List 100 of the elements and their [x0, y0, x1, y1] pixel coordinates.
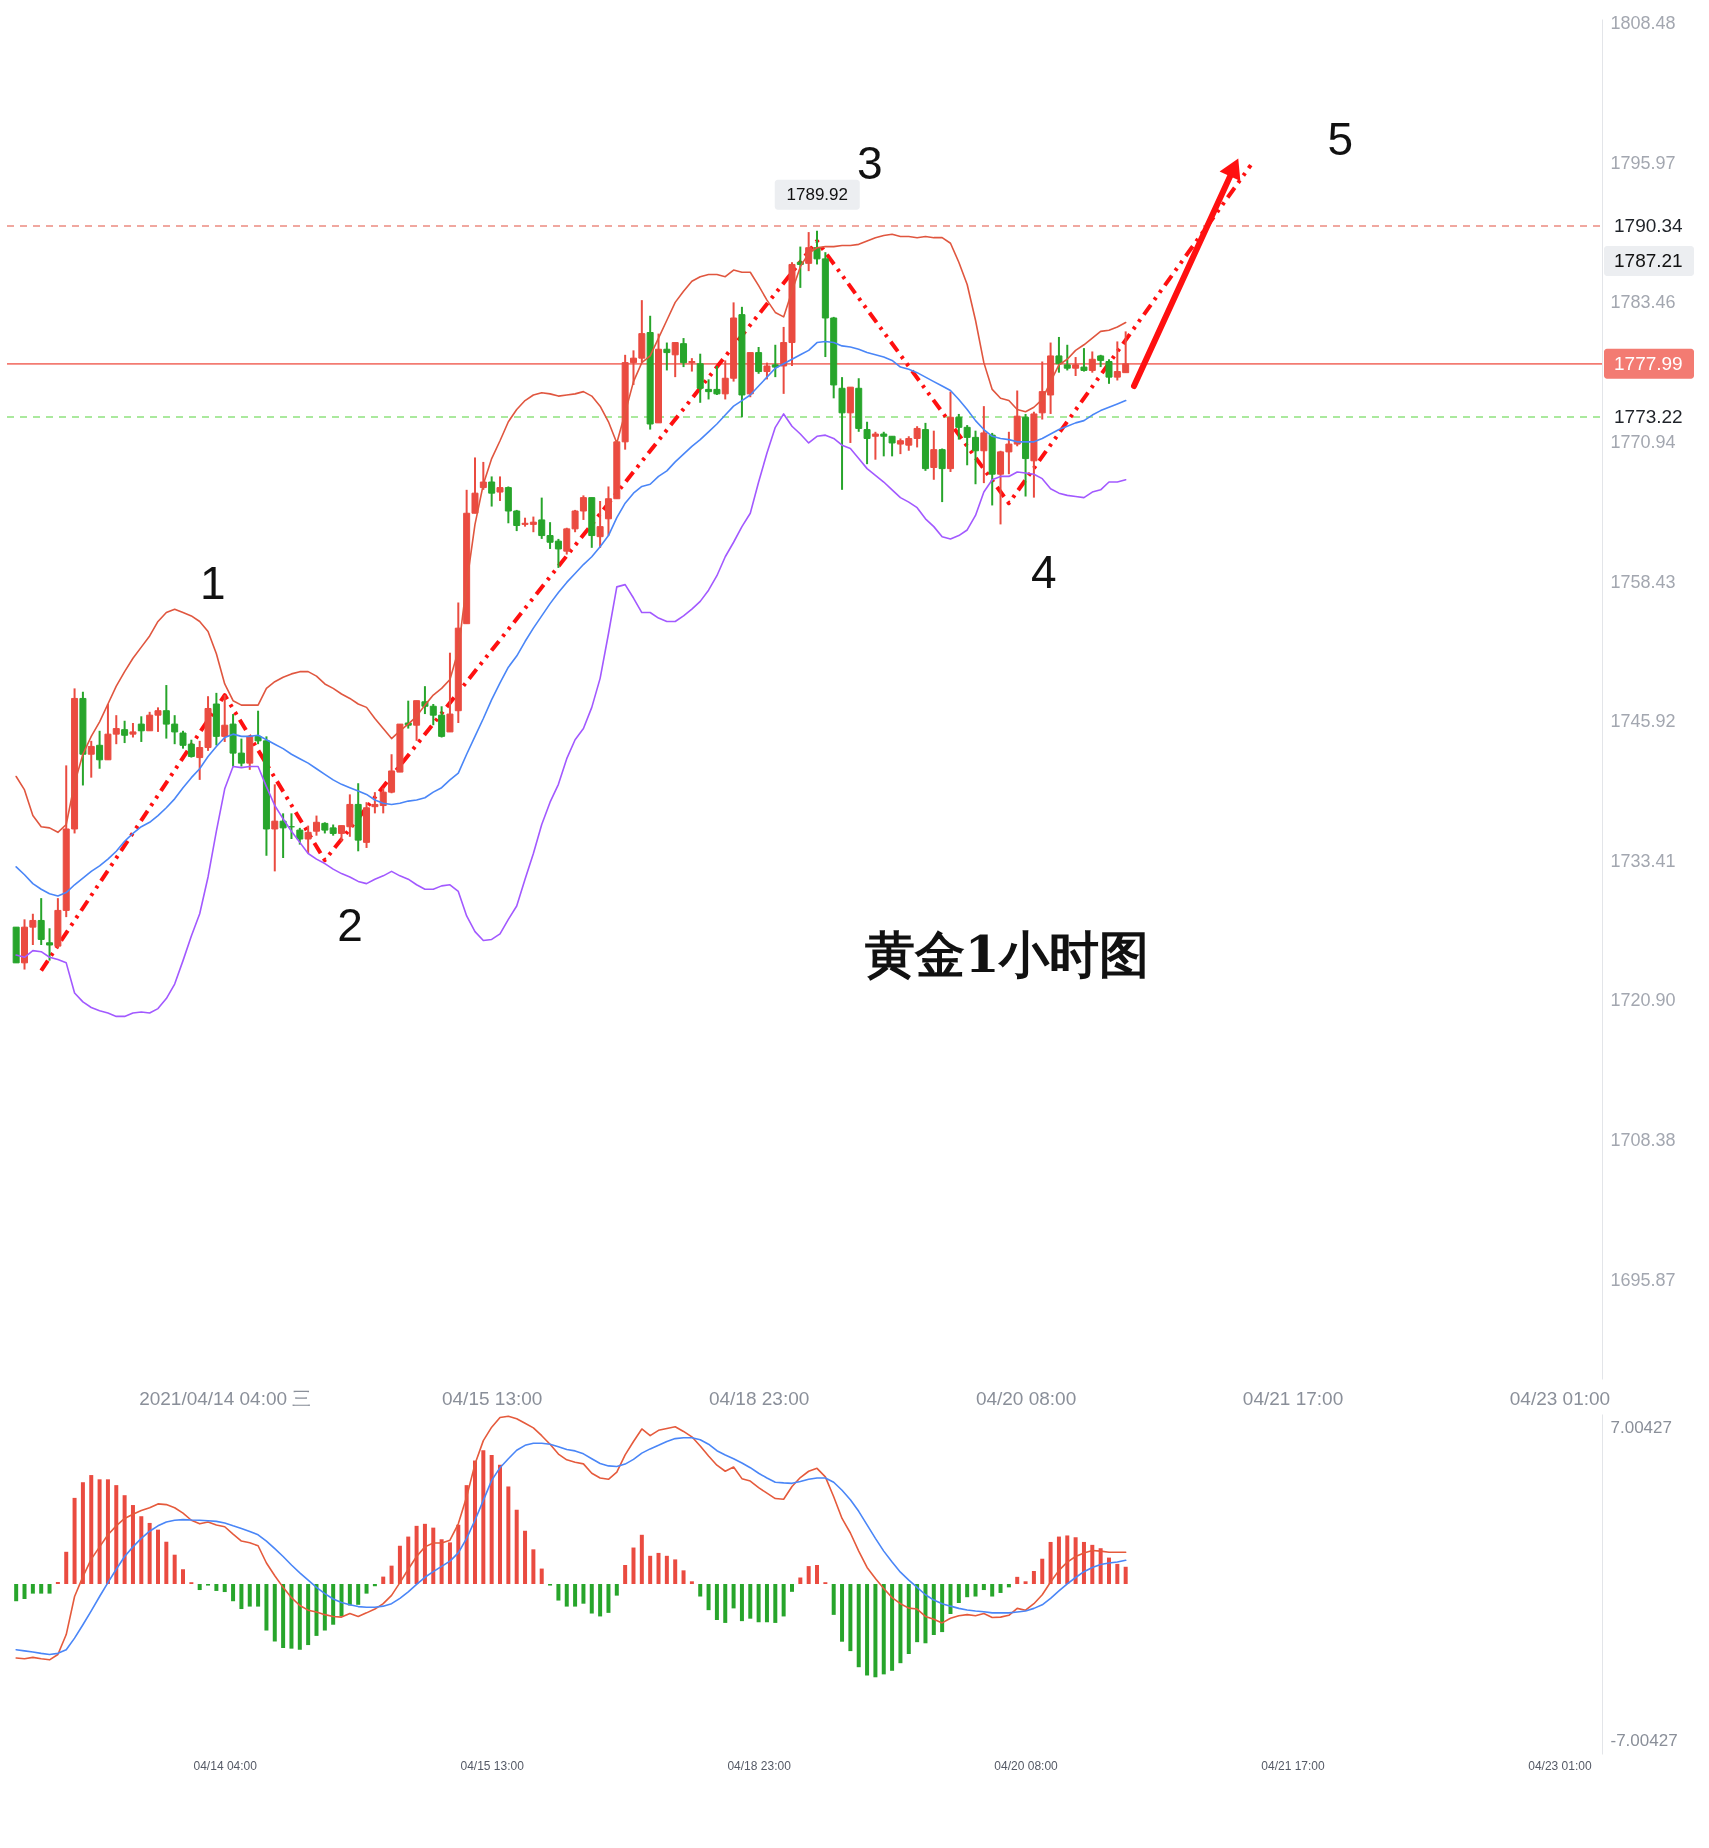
bar: [322, 1584, 327, 1631]
bar: [731, 1584, 736, 1609]
candlestick: [1088, 350, 1096, 374]
bar: [948, 1584, 953, 1614]
bar: [64, 1551, 69, 1584]
bar: [1048, 1541, 1053, 1584]
bar: [22, 1584, 27, 1599]
bar: [831, 1584, 836, 1615]
candlestick: [221, 694, 229, 743]
x-tick-label: 04/14 04:00: [193, 1758, 258, 1773]
bar: [297, 1584, 302, 1650]
bar: [80, 1482, 85, 1584]
candlestick: [680, 337, 688, 369]
candlestick: [304, 824, 312, 855]
bar: [773, 1584, 778, 1623]
bar: [389, 1565, 394, 1584]
bar: [606, 1584, 611, 1613]
bar: [456, 1524, 461, 1584]
candlestick: [871, 430, 879, 461]
bar: [781, 1584, 786, 1617]
bar: [14, 1584, 19, 1602]
x-tick-label: 04/18 23:00: [727, 1758, 792, 1773]
y-tick-label: 1808.48: [1610, 13, 1676, 34]
bar: [97, 1479, 102, 1584]
bar: [155, 1529, 160, 1584]
candlestick: [1080, 347, 1088, 373]
candlestick: [663, 341, 671, 372]
bar: [865, 1584, 870, 1676]
bar: [1081, 1541, 1086, 1584]
bar: [789, 1584, 794, 1592]
bar: [956, 1584, 961, 1604]
candlestick: [938, 447, 946, 504]
bar: [798, 1577, 803, 1584]
bar: [1040, 1558, 1045, 1584]
text: 1787.21: [1614, 250, 1683, 272]
candlestick: [46, 927, 54, 962]
bar: [47, 1584, 52, 1594]
bar: [881, 1584, 886, 1675]
bar: [447, 1542, 452, 1584]
bar: [39, 1584, 44, 1594]
ref-line-label: 1773.22: [1614, 406, 1683, 428]
bar: [1065, 1535, 1070, 1584]
candlestick: [121, 719, 129, 745]
bar: [381, 1576, 386, 1584]
bar: [915, 1584, 920, 1643]
bar: [1023, 1581, 1028, 1584]
bar: [464, 1485, 469, 1584]
bar: [598, 1584, 603, 1617]
candlestick: [596, 499, 604, 549]
y-tick-label: 1770.94: [1610, 432, 1676, 453]
candlestick: [312, 814, 320, 837]
bar: [856, 1584, 861, 1668]
bar: [197, 1584, 202, 1591]
bar: [1056, 1536, 1061, 1584]
bar: [347, 1584, 352, 1606]
bar: [673, 1559, 678, 1584]
bar: [498, 1464, 503, 1584]
bar: [339, 1584, 344, 1617]
candlestick: [96, 729, 104, 770]
annotation: 1: [199, 556, 226, 609]
bar: [1015, 1576, 1020, 1584]
bar: [806, 1566, 811, 1584]
x-tick-label: 04/23 01:00: [1509, 1387, 1611, 1409]
bar: [231, 1584, 236, 1602]
bar: [873, 1584, 878, 1678]
bar: [581, 1584, 586, 1604]
candlestick: [671, 341, 679, 379]
candlestick: [755, 346, 763, 375]
bar: [364, 1584, 369, 1594]
annotation: 3: [857, 136, 883, 189]
line-series: [15, 340, 1127, 897]
x-tick-label: 04/20 08:00: [994, 1758, 1059, 1773]
bar: [848, 1584, 853, 1652]
bar: [481, 1450, 486, 1584]
bar: [890, 1584, 895, 1671]
bar: [489, 1454, 494, 1584]
y-tick-label: 1783.46: [1610, 292, 1676, 313]
bar: [272, 1584, 277, 1642]
bar: [122, 1495, 127, 1584]
bar: [706, 1584, 711, 1611]
candlestick: [955, 412, 963, 441]
y-tick-label: 1745.92: [1610, 711, 1676, 732]
bar: [214, 1584, 219, 1591]
candlestick: [980, 405, 988, 485]
bar: [539, 1568, 544, 1584]
bar: [1123, 1566, 1128, 1584]
bar: [531, 1549, 536, 1584]
bar: [506, 1486, 511, 1584]
bar: [906, 1584, 911, 1655]
bar: [556, 1584, 561, 1601]
bar: [356, 1584, 361, 1605]
bar: [164, 1541, 169, 1584]
bar: [1090, 1544, 1095, 1584]
text: 黄金1小时图: [864, 925, 1150, 985]
x-tick-label: 04/18 23:00: [708, 1387, 810, 1409]
ref-line-label: 1777.99: [1614, 352, 1683, 374]
ref-line-label: 1790.34: [1614, 215, 1684, 237]
bar: [723, 1584, 728, 1623]
bar: [239, 1584, 244, 1610]
bar: [940, 1584, 945, 1633]
